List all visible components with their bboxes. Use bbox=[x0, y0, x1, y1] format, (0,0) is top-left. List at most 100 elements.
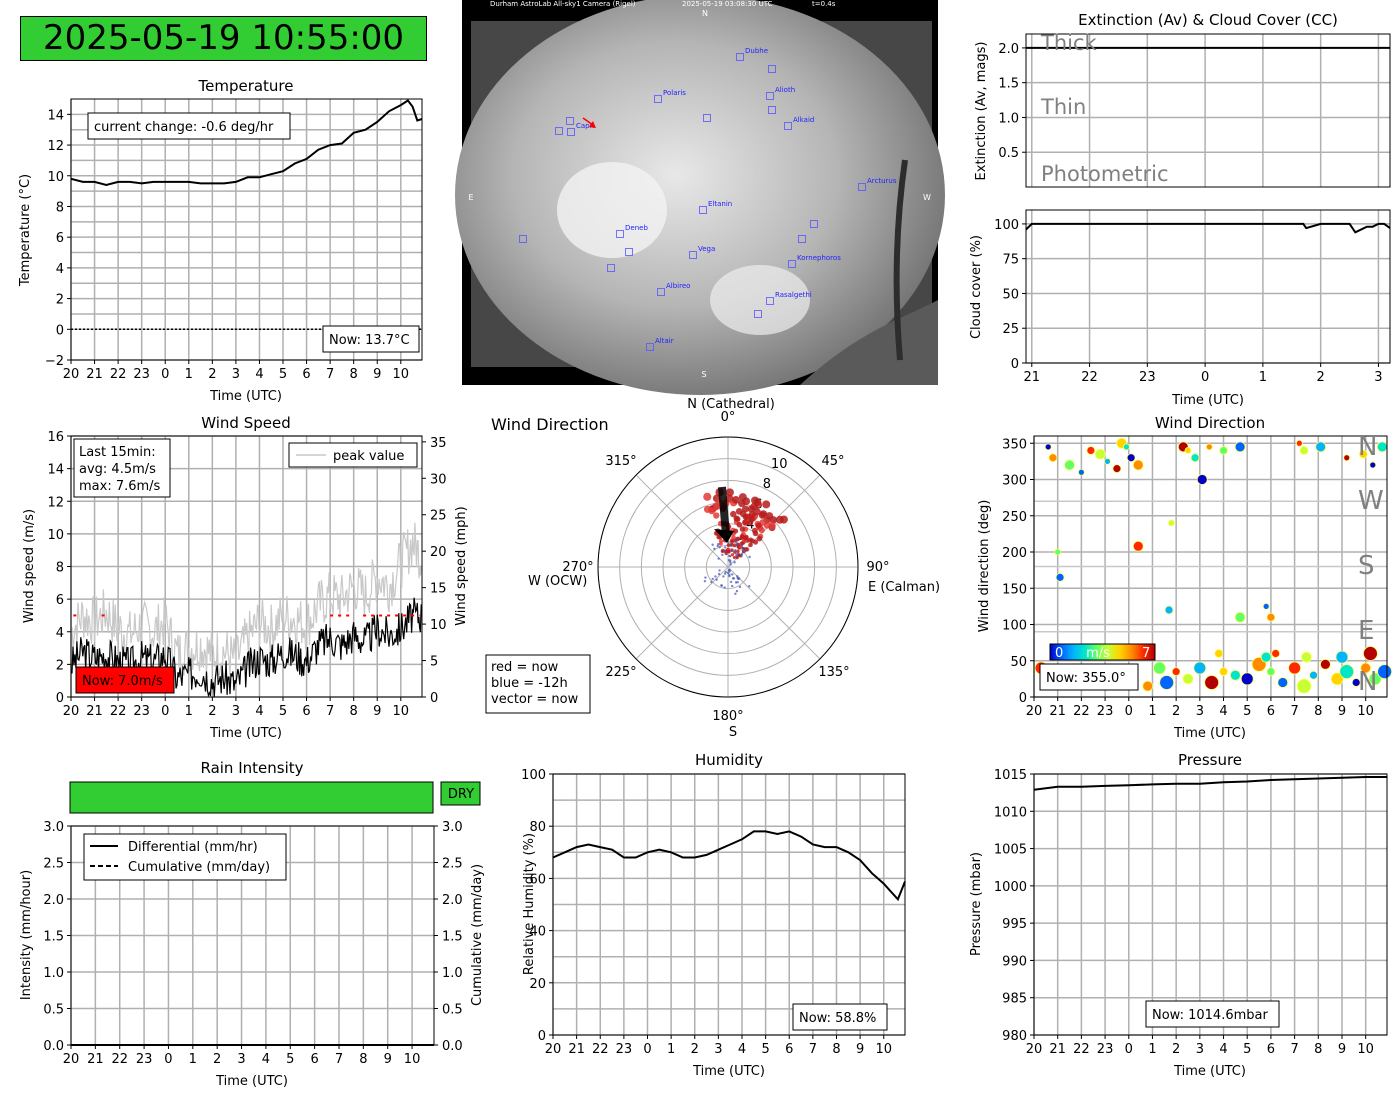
wind-point bbox=[752, 530, 759, 537]
x-tick-label: 2 bbox=[1172, 1042, 1180, 1057]
y-tick-label: 150 bbox=[1002, 582, 1027, 597]
x-tick-label: 23 bbox=[1097, 704, 1114, 719]
wind-direction-point bbox=[1260, 651, 1272, 663]
x-tick-label: 8 bbox=[350, 704, 358, 719]
wind-point bbox=[738, 499, 746, 508]
x-tick-label: 20 bbox=[1026, 1042, 1043, 1057]
wind-direction-point bbox=[1126, 453, 1136, 463]
y-tick-label: 50 bbox=[1010, 655, 1027, 670]
y-tick-labels: 0 20 40 60 80 100 bbox=[521, 768, 553, 1044]
stats-box bbox=[73, 438, 171, 498]
star-marker bbox=[555, 127, 563, 135]
x-tick-label: 3 bbox=[714, 1042, 722, 1057]
chart-title: Pressure bbox=[1178, 751, 1242, 769]
star-marker bbox=[798, 235, 806, 243]
y-tick-label: 1015 bbox=[994, 768, 1027, 783]
star-marker bbox=[768, 65, 776, 73]
x-tick-label: 5 bbox=[286, 1052, 294, 1067]
y-tick-label: 990 bbox=[1002, 954, 1027, 969]
wind-direction-point bbox=[1168, 519, 1175, 527]
wind-point-history bbox=[735, 589, 739, 593]
clock-display: 2025-05-19 10:55:00 bbox=[20, 16, 427, 61]
x-tick-label: 23 bbox=[616, 1042, 633, 1057]
star-marker bbox=[788, 260, 796, 268]
plot-frame bbox=[552, 773, 906, 1036]
wind-point bbox=[730, 539, 735, 544]
legend-line: vector = now bbox=[491, 692, 579, 707]
wind-point-history bbox=[717, 557, 720, 560]
x-tick-label: 4 bbox=[1219, 1042, 1227, 1057]
star-marker bbox=[607, 264, 615, 272]
x-tick-label: 20 bbox=[63, 1052, 80, 1067]
wind-direction-point bbox=[1104, 457, 1111, 465]
x-tick-labels: 20 21 22 23 0 1 2 3 4 5 6 7 8 9 10 bbox=[63, 697, 409, 719]
x-tick-label: 6 bbox=[302, 704, 310, 719]
x-tick-label: 9 bbox=[1338, 1042, 1346, 1057]
wind-direction-point bbox=[1330, 672, 1344, 686]
compass-n: N bbox=[702, 9, 708, 18]
now-box bbox=[792, 1003, 888, 1031]
x-tick-label: 0 bbox=[164, 1052, 172, 1067]
wind-point-history bbox=[748, 584, 751, 588]
x-tick-label: 3 bbox=[237, 1052, 245, 1067]
y-tick-label: 980 bbox=[1002, 1029, 1027, 1044]
chart-title: Wind Direction bbox=[1155, 414, 1265, 432]
plot-frame bbox=[1025, 209, 1391, 364]
star-marker bbox=[566, 117, 574, 125]
star-marker bbox=[858, 183, 866, 191]
x-tick-label: 4 bbox=[255, 367, 263, 382]
x-tick-label: 21 bbox=[568, 1042, 585, 1057]
star-label: Arcturus bbox=[867, 177, 897, 185]
chart-title: Rain Intensity bbox=[200, 759, 303, 777]
now-box bbox=[1145, 1000, 1280, 1028]
y-tick-label: 3.0 bbox=[43, 820, 64, 835]
wind-vector-head bbox=[714, 529, 734, 543]
rain-status-bar bbox=[69, 781, 434, 814]
x-tick-label: 21 bbox=[86, 704, 103, 719]
x-tick-label: 5 bbox=[1243, 704, 1251, 719]
x-tick-label: 7 bbox=[326, 367, 334, 382]
y2-tick-label: 3.0 bbox=[442, 820, 463, 835]
x-tick-label: 7 bbox=[1290, 1042, 1298, 1057]
current-change-label: current change: -0.6 deg/hr bbox=[94, 120, 274, 135]
y-tick-label: 0.5 bbox=[998, 146, 1019, 161]
x-tick-label: 23 bbox=[133, 367, 150, 382]
x-axis-label: Time (UTC) bbox=[1173, 1064, 1246, 1079]
wind-direction-point bbox=[1320, 658, 1331, 670]
wind-point-history bbox=[735, 541, 738, 544]
wind-vector bbox=[718, 486, 730, 536]
y-tick-label: 250 bbox=[1002, 510, 1027, 525]
wind-point bbox=[718, 541, 723, 546]
angle-label: 225° bbox=[605, 665, 636, 680]
star-marker bbox=[654, 95, 662, 103]
star-marker bbox=[519, 235, 527, 243]
x-tick-label: 22 bbox=[110, 704, 127, 719]
star-label: Albireo bbox=[666, 282, 690, 290]
rain-status-badge bbox=[440, 781, 481, 806]
wind-point-history bbox=[704, 576, 707, 579]
wind-point bbox=[739, 510, 747, 518]
x-tick-label: 22 bbox=[1073, 1042, 1090, 1057]
y-tick-label: 40 bbox=[529, 925, 546, 940]
now-box bbox=[1039, 663, 1139, 691]
y-tick-label: 80 bbox=[529, 820, 546, 835]
wind-point-history bbox=[731, 573, 734, 576]
wind-point bbox=[733, 515, 740, 522]
x-tick-label: 9 bbox=[1338, 704, 1346, 719]
x-axis-label: Time (UTC) bbox=[209, 389, 282, 404]
wind-direction-point bbox=[1266, 612, 1276, 622]
legend-box bbox=[485, 654, 591, 714]
x-tick-label: 23 bbox=[136, 1052, 153, 1067]
compass-e: E bbox=[468, 193, 473, 202]
x-tick-label: 21 bbox=[1049, 704, 1066, 719]
x-tick-label: 23 bbox=[1097, 1042, 1114, 1057]
wind-direction-point bbox=[1219, 667, 1228, 677]
wind-point bbox=[713, 512, 720, 519]
wind-point bbox=[748, 542, 753, 548]
x-tick-label: 3 bbox=[1374, 370, 1382, 385]
y-tick-label: −2 bbox=[45, 354, 64, 369]
